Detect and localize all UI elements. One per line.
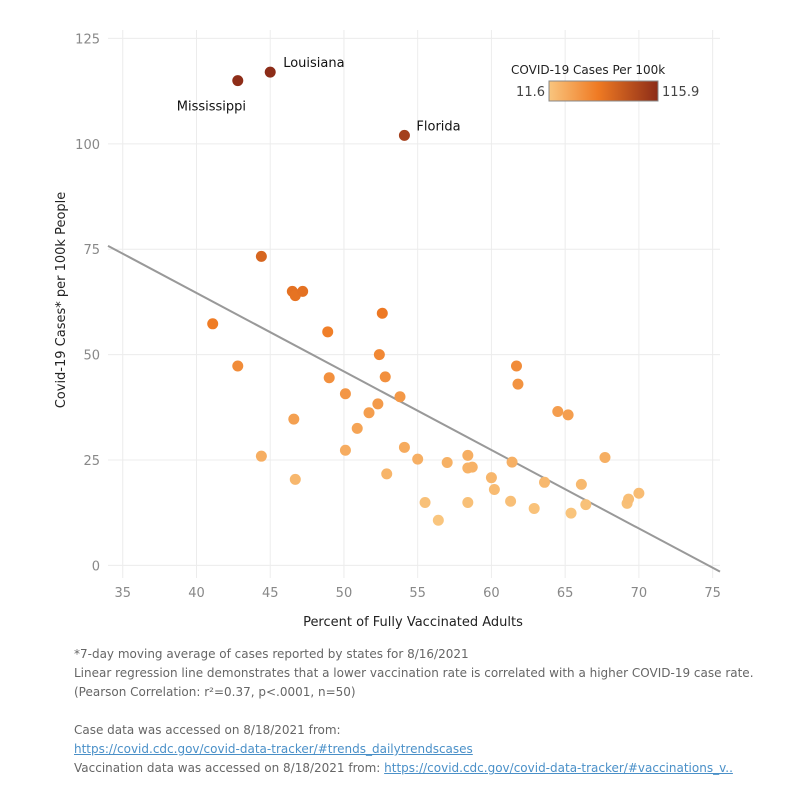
data-point[interactable]: [412, 453, 424, 465]
case-data-link[interactable]: https://covid.cdc.gov/covid-data-tracker…: [74, 742, 473, 756]
data-point[interactable]: [510, 360, 522, 372]
data-point[interactable]: [379, 371, 391, 383]
footnote-case-source: Case data was accessed on 8/18/2021 from…: [74, 723, 341, 737]
x-tick-label: 75: [704, 586, 721, 601]
legend-gradient-bar: [548, 80, 659, 102]
data-point[interactable]: [599, 451, 611, 463]
x-tick-label: 60: [483, 586, 500, 601]
data-point[interactable]: [232, 75, 244, 87]
x-tick-label: 55: [409, 586, 426, 601]
x-tick-label: 65: [557, 586, 574, 601]
data-point[interactable]: [441, 456, 453, 468]
data-point[interactable]: [376, 307, 388, 319]
data-point[interactable]: [432, 514, 444, 526]
data-point[interactable]: [398, 129, 410, 141]
x-axis-title: Percent of Fully Vaccinated Adults: [303, 615, 523, 630]
data-point[interactable]: [322, 326, 334, 338]
data-point[interactable]: [373, 349, 385, 361]
data-point[interactable]: [633, 487, 645, 499]
data-points: [207, 66, 645, 526]
data-point[interactable]: [381, 468, 393, 480]
data-point[interactable]: [297, 285, 309, 297]
data-point[interactable]: [232, 360, 244, 372]
y-tick-label: 100: [75, 138, 100, 153]
color-legend: COVID-19 Cases Per 100k 11.6 115.9: [511, 63, 699, 102]
y-tick-label: 75: [83, 243, 100, 258]
data-point[interactable]: [398, 441, 410, 453]
data-point[interactable]: [255, 450, 267, 462]
x-tick-label: 40: [188, 586, 205, 601]
data-point[interactable]: [323, 372, 335, 384]
regression-line: [107, 244, 721, 573]
data-point[interactable]: [575, 478, 587, 490]
data-point[interactable]: [565, 507, 577, 519]
data-point[interactable]: [462, 497, 474, 509]
data-point[interactable]: [339, 388, 351, 400]
data-point[interactable]: [528, 502, 540, 514]
data-point[interactable]: [580, 499, 592, 511]
data-point[interactable]: [419, 497, 431, 509]
scatter-chart: 35 40 45 50 55 60 65 70 75 0 25 50 75 100 125 Mississi…: [54, 30, 721, 630]
vaccination-data-link[interactable]: https://covid.cdc.gov/covid-data-tracker…: [384, 761, 733, 775]
footnote-vaccination-source: Vaccination data was accessed on 8/18/20…: [74, 761, 385, 775]
state-label: Mississippi: [177, 100, 246, 115]
data-point[interactable]: [623, 493, 635, 505]
legend-title: COVID-19 Cases Per 100k: [511, 63, 665, 77]
data-point[interactable]: [394, 391, 406, 403]
data-point[interactable]: [372, 398, 384, 410]
data-point[interactable]: [505, 495, 517, 507]
y-tick-label: 0: [92, 559, 100, 574]
data-point[interactable]: [255, 250, 267, 262]
data-point[interactable]: [289, 473, 301, 485]
x-tick-label: 45: [262, 586, 279, 601]
data-point[interactable]: [539, 476, 551, 488]
data-point[interactable]: [506, 456, 518, 468]
state-label: Louisiana: [283, 56, 344, 71]
y-tick-label: 125: [75, 32, 100, 47]
y-tick-label: 50: [83, 349, 100, 364]
data-point[interactable]: [552, 405, 564, 417]
data-point[interactable]: [466, 461, 478, 473]
state-labels: Mississippi Louisiana Florida: [177, 56, 461, 134]
x-tick-label: 70: [631, 586, 648, 601]
y-tick-label: 25: [83, 454, 100, 469]
footnote-regression: Linear regression line demonstrates that…: [74, 666, 754, 699]
data-point[interactable]: [488, 483, 500, 495]
axis-ticks: 35 40 45 50 55 60 65 70 75 0 25 50 75 100 125: [75, 32, 721, 601]
data-point[interactable]: [339, 444, 351, 456]
footnote-moving-average: *7-day moving average of cases reported …: [74, 647, 469, 661]
y-axis-title: Covid-19 Cases* per 100k People: [54, 192, 69, 409]
data-point[interactable]: [512, 378, 524, 390]
data-point[interactable]: [264, 66, 276, 78]
data-point[interactable]: [562, 409, 574, 421]
state-label: Florida: [416, 119, 460, 134]
x-tick-label: 35: [114, 586, 131, 601]
data-point[interactable]: [485, 472, 497, 484]
legend-max-label: 115.9: [662, 85, 699, 100]
data-point[interactable]: [207, 318, 219, 330]
data-point[interactable]: [363, 407, 375, 419]
data-point[interactable]: [462, 449, 474, 461]
footnotes: *7-day moving average of cases reported …: [74, 645, 754, 778]
gridlines: [108, 30, 720, 578]
data-point[interactable]: [351, 422, 363, 434]
legend-min-label: 11.6: [516, 85, 545, 100]
x-tick-label: 50: [336, 586, 353, 601]
data-point[interactable]: [288, 413, 300, 425]
